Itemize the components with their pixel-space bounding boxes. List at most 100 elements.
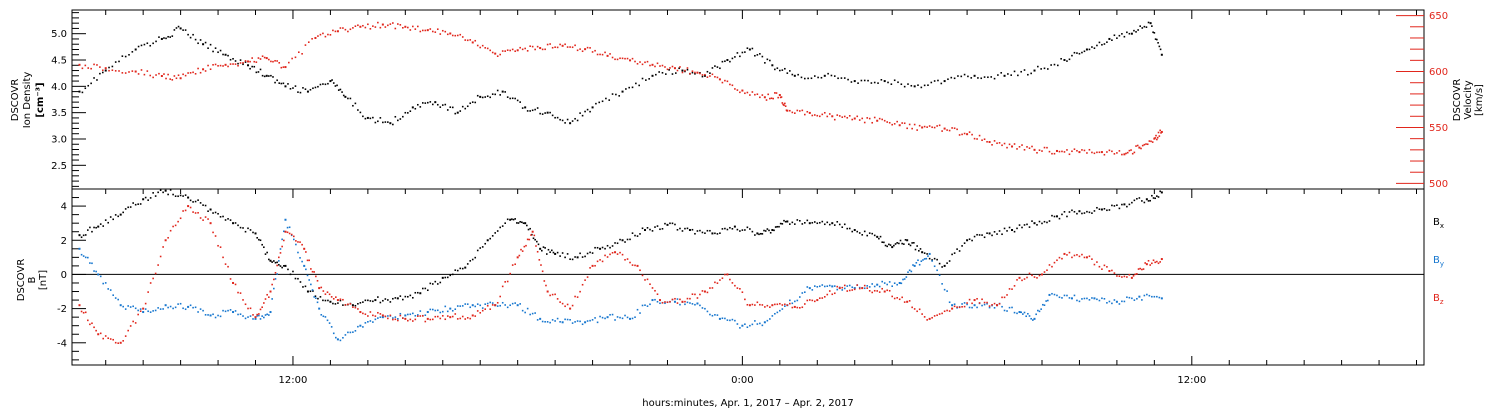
data-point [269,259,272,262]
data-point [177,195,179,198]
data-point [374,315,377,317]
data-point [771,229,774,232]
data-point [724,79,726,82]
data-point [357,308,359,310]
data-point [461,305,464,307]
data-point [317,85,319,88]
data-point [973,235,976,238]
data-point [1108,270,1111,273]
data-point [327,82,329,85]
data-point [1130,32,1133,35]
data-point [1033,317,1036,320]
data-point [527,228,530,231]
data-point [696,71,699,74]
data-point [491,304,494,306]
data-point [858,232,861,234]
data-point [95,270,97,273]
data-point [1141,27,1144,29]
data-point [414,318,417,321]
data-point [791,73,794,76]
data-point [1156,295,1158,298]
data-point [516,256,519,259]
data-point [706,76,709,78]
data-point [968,131,971,133]
data-point [232,63,234,65]
data-point [504,222,506,224]
data-point [519,220,521,223]
data-point [1126,296,1128,299]
data-point [242,227,244,229]
data-point [247,316,249,318]
data-point [111,65,114,68]
data-point [754,320,756,322]
data-point [709,75,711,77]
data-point [605,97,607,100]
data-point [774,68,776,71]
data-point [514,218,516,220]
data-point [1149,264,1151,266]
data-point [179,302,182,305]
data-point [614,319,616,321]
data-point [1011,229,1014,232]
data-point [896,283,898,286]
data-point [546,290,549,293]
data-point [784,305,786,307]
data-point [921,313,923,315]
y-tick-label: 2 [61,236,67,247]
data-point [1158,135,1161,137]
data-point [174,195,177,197]
data-point [918,249,920,252]
data-point [776,67,779,69]
data-point [1147,21,1150,24]
data-point [1154,261,1156,264]
data-point [504,281,506,283]
data-point [818,285,821,288]
data-point [625,88,627,90]
data-point [689,302,691,304]
data-point [143,73,146,76]
data-point [689,72,691,75]
data-point [399,314,402,317]
data-point [948,129,951,132]
data-point [726,228,729,231]
data-point [604,247,606,250]
data-point [439,317,442,320]
data-point [943,80,946,83]
data-point [132,305,134,308]
data-point [382,121,384,124]
data-point [696,297,699,299]
data-point [576,49,579,52]
data-point [686,227,689,230]
data-point [474,315,477,317]
data-point [521,107,524,109]
data-point [232,281,235,284]
data-point [237,62,239,65]
data-point [122,340,124,342]
data-point [843,223,846,226]
data-point [227,54,229,57]
data-points [78,21,1163,344]
data-point [1008,226,1011,229]
data-point [1022,313,1024,315]
data-point [898,298,901,301]
data-point [159,255,162,258]
data-point [167,73,169,76]
data-point [736,52,739,54]
data-point [99,66,101,68]
data-point [84,256,87,259]
data-point [701,290,704,292]
data-point [261,243,263,246]
data-point [784,102,786,105]
data-point [1073,294,1076,297]
data-point [431,283,434,285]
data-point [134,322,137,324]
data-point [197,211,199,214]
data-point [948,310,951,312]
data-point [142,198,145,201]
data-point [856,284,859,286]
data-point [739,287,741,290]
data-point [163,73,165,75]
data-point [1026,146,1028,148]
data-point [978,234,981,236]
data-point [514,263,516,266]
